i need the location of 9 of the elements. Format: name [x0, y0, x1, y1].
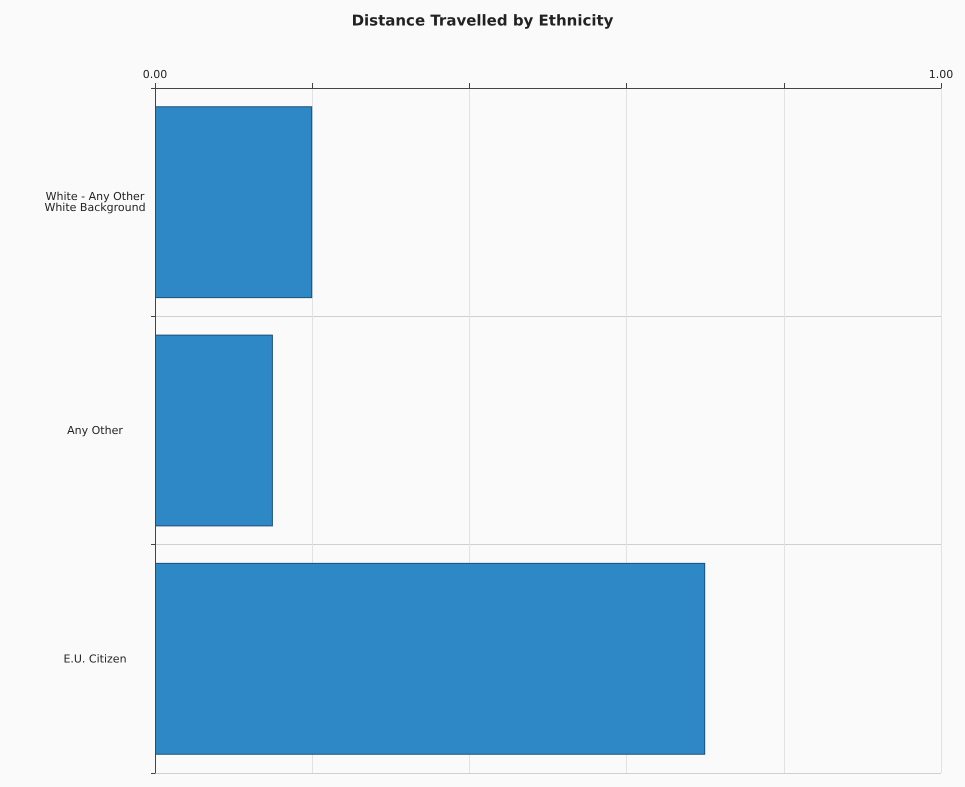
bar — [155, 106, 312, 298]
x-tick-label: 0.00 — [142, 68, 168, 81]
bar — [155, 562, 706, 755]
x-tick-label: 1.00 — [928, 68, 954, 81]
y-tick-label: Any Other — [67, 424, 124, 437]
y-tick-label: E.U. Citizen — [63, 652, 127, 666]
chart-title: Distance Travelled by Ethnicity — [352, 12, 614, 30]
bar — [155, 334, 273, 526]
y-tick-label: White - Any Other White Background — [44, 190, 146, 214]
